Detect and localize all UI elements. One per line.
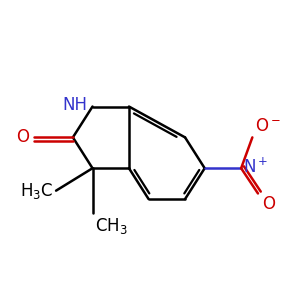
Text: H$_3$C: H$_3$C <box>20 181 53 201</box>
Text: NH: NH <box>62 96 88 114</box>
Text: O: O <box>262 195 275 213</box>
Text: CH$_3$: CH$_3$ <box>95 216 128 236</box>
Text: N$^+$: N$^+$ <box>242 157 268 176</box>
Text: O$^-$: O$^-$ <box>255 117 281 135</box>
Text: O: O <box>16 128 29 146</box>
